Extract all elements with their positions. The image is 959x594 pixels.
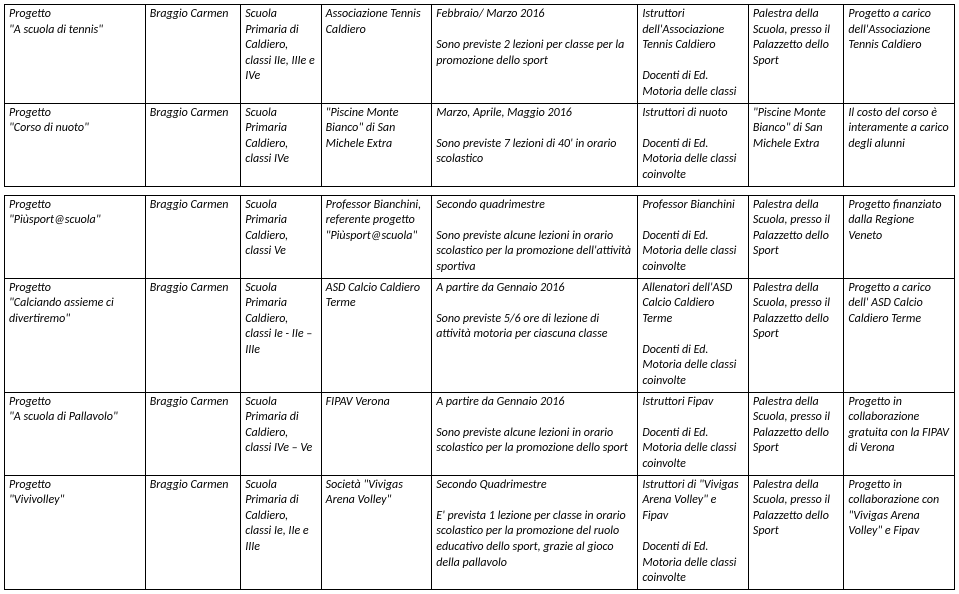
- table-gap: [4, 187, 955, 195]
- cell-1-3: "Piscine Monte Bianco" di San Michele Ex…: [321, 103, 432, 186]
- cell-1-6: Palestra della Scuola, presso il Palazze…: [748, 278, 844, 392]
- cell-1-7: Il costo del corso è interamente a caric…: [844, 103, 955, 186]
- table-row: Progetto"A scuola di tennis"Braggio Carm…: [5, 5, 955, 104]
- cell-0-2: Scuola Primaria di Caldiero, classi IIe,…: [241, 5, 321, 104]
- cell-3-0: Progetto"Vivivolley": [5, 475, 146, 589]
- table-row: Progetto"A scuola di Pallavolo"Braggio C…: [5, 392, 955, 475]
- table-row: Progetto "Piùsport@scuola"Braggio Carmen…: [5, 195, 955, 278]
- cell-0-4: Febbraio/ Marzo 2016Sono previste 2 lezi…: [432, 5, 638, 104]
- table-row: Progetto"Calciando assieme ci divertirem…: [5, 278, 955, 392]
- cell-2-3: FIPAV Verona: [321, 392, 432, 475]
- cell-0-3: Professor Bianchini, referente progetto …: [321, 195, 432, 278]
- cell-0-7: Progetto finanziato dalla Regione Veneto: [844, 195, 955, 278]
- cell-3-7: Progetto in collaborazione con "Vivigas …: [844, 475, 955, 589]
- cell-1-0: Progetto"Corso di nuoto": [5, 103, 146, 186]
- cell-1-6: "Piscine Monte Bianco" di San Michele Ex…: [748, 103, 844, 186]
- cell-2-5: Istruttori FipavDocenti di Ed. Motoria d…: [638, 392, 749, 475]
- cell-1-2: Scuola Primaria Caldiero, classi Ie - II…: [241, 278, 321, 392]
- cell-1-4: Marzo, Aprile, Maggio 2016Sono previste …: [432, 103, 638, 186]
- cell-2-6: Palestra della Scuola, presso il Palazze…: [748, 392, 844, 475]
- table-row: Progetto"Vivivolley"Braggio CarmenScuola…: [5, 475, 955, 589]
- cell-3-5: Istruttori di "Vivigas Arena Volley" e F…: [638, 475, 749, 589]
- cell-2-1: Braggio Carmen: [145, 392, 241, 475]
- cell-0-1: Braggio Carmen: [145, 195, 241, 278]
- cell-0-6: Palestra della Scuola, presso il Palazze…: [748, 195, 844, 278]
- table-row: Progetto"Corso di nuoto"Braggio CarmenSc…: [5, 103, 955, 186]
- cell-3-4: Secondo QuadrimestreE' prevista 1 lezion…: [432, 475, 638, 589]
- cell-1-7: Progetto a carico dell' ASD Calcio Caldi…: [844, 278, 955, 392]
- cell-3-3: Società "Vivigas Arena Volley": [321, 475, 432, 589]
- cell-0-5: Professor BianchiniDocenti di Ed. Motori…: [638, 195, 749, 278]
- cell-1-1: Braggio Carmen: [145, 103, 241, 186]
- cell-0-6: Palestra della Scuola, presso il Palazze…: [748, 5, 844, 104]
- cell-0-5: Istruttori dell'Associazione Tennis Cald…: [638, 5, 749, 104]
- cell-2-7: Progetto in collaborazione gratuita con …: [844, 392, 955, 475]
- cell-1-3: ASD Calcio Caldiero Terme: [321, 278, 432, 392]
- cell-0-7: Progetto a carico dell'Associazione Tenn…: [844, 5, 955, 104]
- cell-0-0: Progetto"A scuola di tennis": [5, 5, 146, 104]
- cell-1-5: Allenatori dell'ASD Calcio Caldiero Term…: [638, 278, 749, 392]
- cell-1-0: Progetto"Calciando assieme ci divertirem…: [5, 278, 146, 392]
- cell-3-2: Scuola Primaria di Caldiero, classi Ie, …: [241, 475, 321, 589]
- cell-2-0: Progetto"A scuola di Pallavolo": [5, 392, 146, 475]
- cell-0-4: Secondo quadrimestreSono previste alcune…: [432, 195, 638, 278]
- cell-3-6: Palestra della Scuola, presso il Palazze…: [748, 475, 844, 589]
- cell-1-5: Istruttori di nuotoDocenti di Ed. Motori…: [638, 103, 749, 186]
- cell-2-4: A partire da Gennaio 2016Sono previste a…: [432, 392, 638, 475]
- cell-0-3: Associazione Tennis Caldiero: [321, 5, 432, 104]
- cell-0-0: Progetto "Piùsport@scuola": [5, 195, 146, 278]
- cell-0-2: Scuola Primaria Caldiero, classi Ve: [241, 195, 321, 278]
- cell-0-1: Braggio Carmen: [145, 5, 241, 104]
- cell-1-4: A partire da Gennaio 2016Sono previste 5…: [432, 278, 638, 392]
- cell-3-1: Braggio Carmen: [145, 475, 241, 589]
- cell-1-2: Scuola Primaria Caldiero, classi IVe: [241, 103, 321, 186]
- projects-table-top: Progetto"A scuola di tennis"Braggio Carm…: [4, 4, 955, 187]
- projects-table-bottom: Progetto "Piùsport@scuola"Braggio Carmen…: [4, 195, 955, 590]
- cell-1-1: Braggio Carmen: [145, 278, 241, 392]
- cell-2-2: Scuola Primaria di Caldiero, classi IVe …: [241, 392, 321, 475]
